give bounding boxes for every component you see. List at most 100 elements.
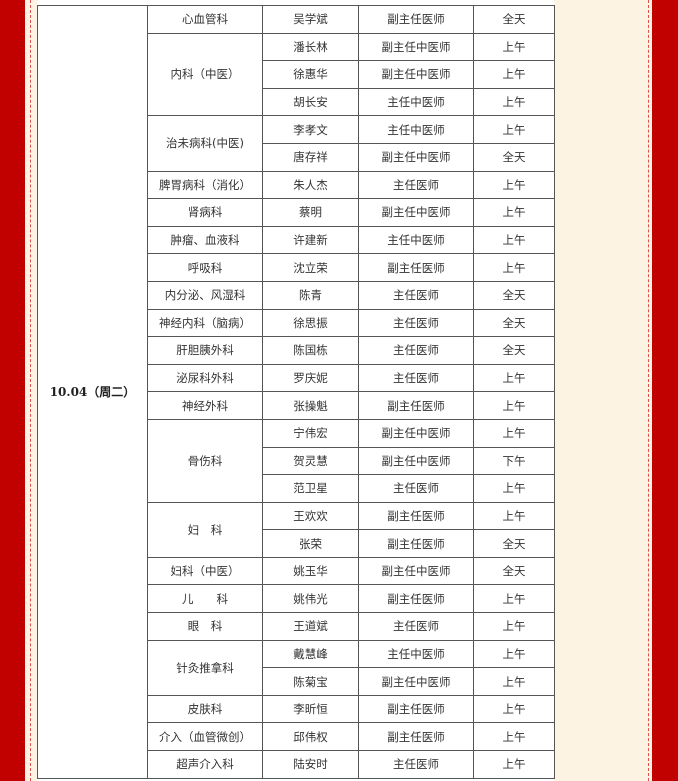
department-cell: 妇 科 xyxy=(147,501,263,558)
title-cell: 副主任医师 xyxy=(358,501,474,531)
title-cell: 主任中医师 xyxy=(358,87,474,117)
doctor-cell: 沈立荣 xyxy=(262,253,359,282)
doctor-cell: 陈国栋 xyxy=(262,336,359,365)
table-row: 妇科（中医） 姚玉华 副主任中医师 全天 xyxy=(38,556,555,586)
title-cell: 主任中医师 xyxy=(358,639,474,669)
doctor-cell: 姚伟光 xyxy=(262,584,359,614)
department-cell: 肿瘤、血液科 xyxy=(147,225,263,255)
time-cell: 上午 xyxy=(473,750,555,779)
time-cell: 上午 xyxy=(473,115,555,144)
title-cell: 副主任中医师 xyxy=(358,418,474,448)
title-cell: 主任医师 xyxy=(358,336,474,365)
title-cell: 副主任中医师 xyxy=(358,32,474,62)
time-cell: 上午 xyxy=(473,363,555,393)
table-row: 张荣 副主任医师 全天 xyxy=(38,529,555,558)
time-cell: 上午 xyxy=(473,474,555,503)
title-cell: 副主任医师 xyxy=(358,529,474,558)
table-row: 脾胃病科（消化） 朱人杰 主任医师 上午 xyxy=(38,170,555,200)
time-cell: 全天 xyxy=(473,5,555,34)
doctor-cell: 潘长林 xyxy=(262,32,359,62)
doctor-cell: 徐思振 xyxy=(262,308,359,338)
time-cell: 上午 xyxy=(473,694,555,724)
title-cell: 副主任医师 xyxy=(358,5,474,34)
title-cell: 主任医师 xyxy=(358,308,474,338)
time-cell: 上午 xyxy=(473,253,555,282)
time-cell: 上午 xyxy=(473,639,555,669)
doctor-cell: 李昕恒 xyxy=(262,694,359,724)
department-cell: 泌尿科外科 xyxy=(147,363,263,393)
department-cell: 肾病科 xyxy=(147,198,263,227)
right-dashed-line xyxy=(648,0,649,781)
department-cell: 儿 科 xyxy=(147,584,263,614)
time-cell: 全天 xyxy=(473,336,555,365)
doctor-cell: 唐存祥 xyxy=(262,142,359,172)
schedule-table: 10.04（周二） 心血管科 吴学斌 副主任医师 全天 内科（中医） 潘长林 副主任中医师 上午… xyxy=(37,5,555,779)
doctor-cell: 陆安时 xyxy=(262,750,359,779)
doctor-cell: 范卫星 xyxy=(262,474,359,503)
title-cell: 主任医师 xyxy=(358,474,474,503)
doctor-cell: 姚玉华 xyxy=(262,556,359,586)
time-cell: 全天 xyxy=(473,308,555,338)
doctor-cell: 戴慧峰 xyxy=(262,639,359,669)
doctor-cell: 贺灵慧 xyxy=(262,446,359,476)
department-cell: 介入（血管微创） xyxy=(147,722,263,752)
department-cell: 眼 科 xyxy=(147,612,263,641)
time-cell: 上午 xyxy=(473,225,555,255)
title-cell: 副主任中医师 xyxy=(358,667,474,696)
time-cell: 全天 xyxy=(473,529,555,558)
department-cell: 脾胃病科（消化） xyxy=(147,170,263,200)
table-row: 皮肤科 李昕恒 副主任医师 上午 xyxy=(38,694,555,724)
time-cell: 上午 xyxy=(473,667,555,696)
department-cell: 治未病科(中医) xyxy=(147,115,263,172)
time-cell: 上午 xyxy=(473,612,555,641)
time-cell: 上午 xyxy=(473,87,555,117)
doctor-cell: 张荣 xyxy=(262,529,359,558)
title-cell: 主任医师 xyxy=(358,363,474,393)
time-cell: 上午 xyxy=(473,418,555,448)
time-cell: 上午 xyxy=(473,501,555,531)
time-cell: 全天 xyxy=(473,280,555,310)
time-cell: 上午 xyxy=(473,584,555,614)
table-row: 肝胆胰外科 陈国栋 主任医师 全天 xyxy=(38,336,555,365)
time-cell: 全天 xyxy=(473,142,555,172)
department-cell: 呼吸科 xyxy=(147,253,263,282)
doctor-cell: 蔡明 xyxy=(262,198,359,227)
table-row: 骨伤科 宁伟宏 副主任中医师 上午 xyxy=(38,418,555,503)
doctor-cell: 王欢欢 xyxy=(262,501,359,531)
doctor-cell: 许建新 xyxy=(262,225,359,255)
doctor-cell: 徐惠华 xyxy=(262,60,359,89)
right-red-border xyxy=(652,0,678,781)
time-cell: 下午 xyxy=(473,446,555,476)
table-row: 儿 科姚伟光 副主任医师 上午 xyxy=(38,584,555,614)
title-cell: 副主任医师 xyxy=(358,694,474,724)
time-cell: 上午 xyxy=(473,722,555,752)
table-row: 肿瘤、血液科 许建新 主任中医师 上午 xyxy=(38,225,555,255)
table-row: 10.04（周二） 心血管科 吴学斌 副主任医师 全天 xyxy=(37,5,555,779)
department-cell: 骨伤科 xyxy=(147,418,263,503)
department-cell: 心血管科 xyxy=(147,5,263,34)
time-cell: 上午 xyxy=(473,170,555,200)
doctor-cell: 吴学斌 xyxy=(262,5,359,34)
title-cell: 主任医师 xyxy=(358,612,474,641)
table-row: 超声介入科 陆安时 主任医师 上午 xyxy=(38,750,555,779)
department-cell: 肝胆胰外科 xyxy=(147,336,263,365)
department-cell: 妇科（中医） xyxy=(147,556,263,586)
doctor-cell: 陈菊宝 xyxy=(262,667,359,696)
doctor-cell: 王道斌 xyxy=(262,612,359,641)
table-row: 胡长安 主任中医师 上午 xyxy=(38,87,555,117)
date-cell: 10.04（周二） xyxy=(37,5,148,779)
time-cell: 全天 xyxy=(473,556,555,586)
department-cell: 内分泌、风湿科 xyxy=(147,280,263,310)
doctor-cell: 张操魁 xyxy=(262,391,359,420)
title-cell: 副主任医师 xyxy=(358,584,474,614)
table-row: 眼 科王道斌 主任医师 上午 xyxy=(38,612,555,641)
table-row: 内科（中医） 潘长林 副主任中医师 上午 xyxy=(38,32,555,117)
title-cell: 副主任医师 xyxy=(358,722,474,752)
title-cell: 副主任中医师 xyxy=(358,142,474,172)
department-cell: 超声介入科 xyxy=(147,750,263,779)
department-cell: 内科（中医） xyxy=(147,32,263,117)
department-cell: 神经外科 xyxy=(147,391,263,420)
time-cell: 上午 xyxy=(473,60,555,89)
table-row: 针灸推拿科 戴慧峰 主任中医师 上午 xyxy=(38,639,555,696)
doctor-cell: 宁伟宏 xyxy=(262,418,359,448)
